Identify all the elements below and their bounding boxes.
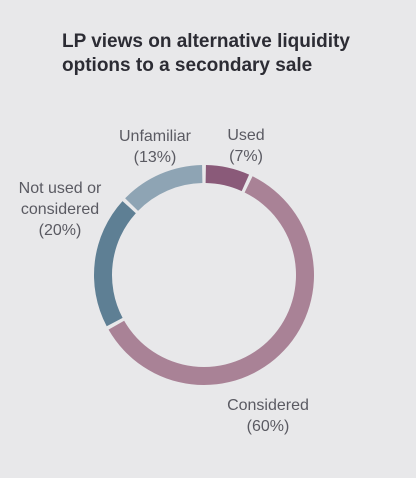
slice-label-3: Unfamiliar (13%) [119, 128, 192, 166]
slice-label-2-line-1: considered [21, 201, 99, 218]
slice-label-0: Used (7%) [227, 127, 264, 165]
chart-title: LP views on alternative liquidity option… [62, 30, 392, 78]
chart-title-line-2: options to a secondary sale [62, 55, 313, 76]
chart-title-line-1: LP views on alternative liquidity [62, 31, 350, 52]
slice-label-0-line-1: (7%) [229, 148, 263, 165]
slice-label-0-line-0: Used [227, 127, 264, 144]
donut-slice-3 [125, 165, 203, 211]
donut-slice-0 [205, 165, 250, 192]
donut-slice-2 [94, 201, 136, 327]
slice-label-2: Not used or considered (20%) [19, 180, 102, 239]
slice-label-1-line-0: Considered [227, 397, 309, 414]
slice-label-2-line-2: (20%) [39, 222, 82, 239]
slice-label-3-line-0: Unfamiliar [119, 128, 192, 145]
slice-label-3-line-1: (13%) [134, 149, 177, 166]
slice-label-2-line-0: Not used or [19, 180, 102, 197]
slice-label-1-line-1: (60%) [247, 418, 290, 435]
slice-label-1: Considered (60%) [227, 397, 309, 435]
